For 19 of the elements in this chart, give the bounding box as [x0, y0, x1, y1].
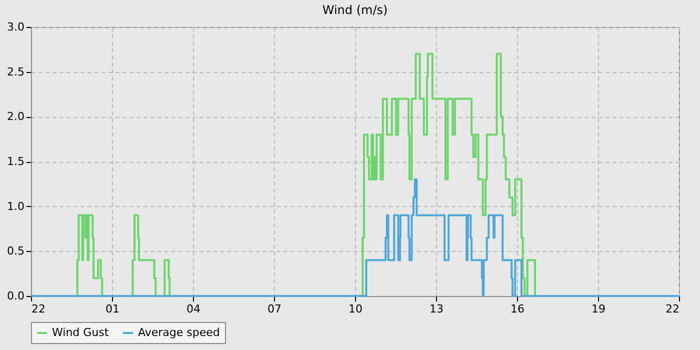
y-tick-label: 1.5	[7, 155, 24, 168]
y-tick-label: 2.0	[7, 110, 24, 124]
y-tick-label: 3.0	[7, 20, 24, 34]
x-tick-label: 04	[186, 302, 200, 316]
x-tick-label: 22	[666, 302, 680, 316]
x-tick-label: 01	[106, 302, 120, 316]
x-tick-label: 22	[32, 302, 46, 316]
y-tick-label: 0.0	[7, 290, 24, 302]
x-tick-label: 13	[430, 302, 444, 316]
legend-label: Wind Gust	[52, 326, 110, 339]
y-tick-label: 1.0	[7, 200, 24, 213]
x-tick-label: 10	[348, 302, 362, 316]
y-tick-label: 0.5	[7, 244, 24, 258]
x-tick-label: 07	[268, 302, 282, 316]
legend-label: Average speed	[138, 326, 220, 339]
chart-title: Wind (m/s)	[322, 3, 388, 17]
x-tick-label: 16	[510, 302, 524, 316]
x-tick-label: 19	[592, 302, 606, 316]
y-tick-label: 2.5	[7, 65, 24, 78]
